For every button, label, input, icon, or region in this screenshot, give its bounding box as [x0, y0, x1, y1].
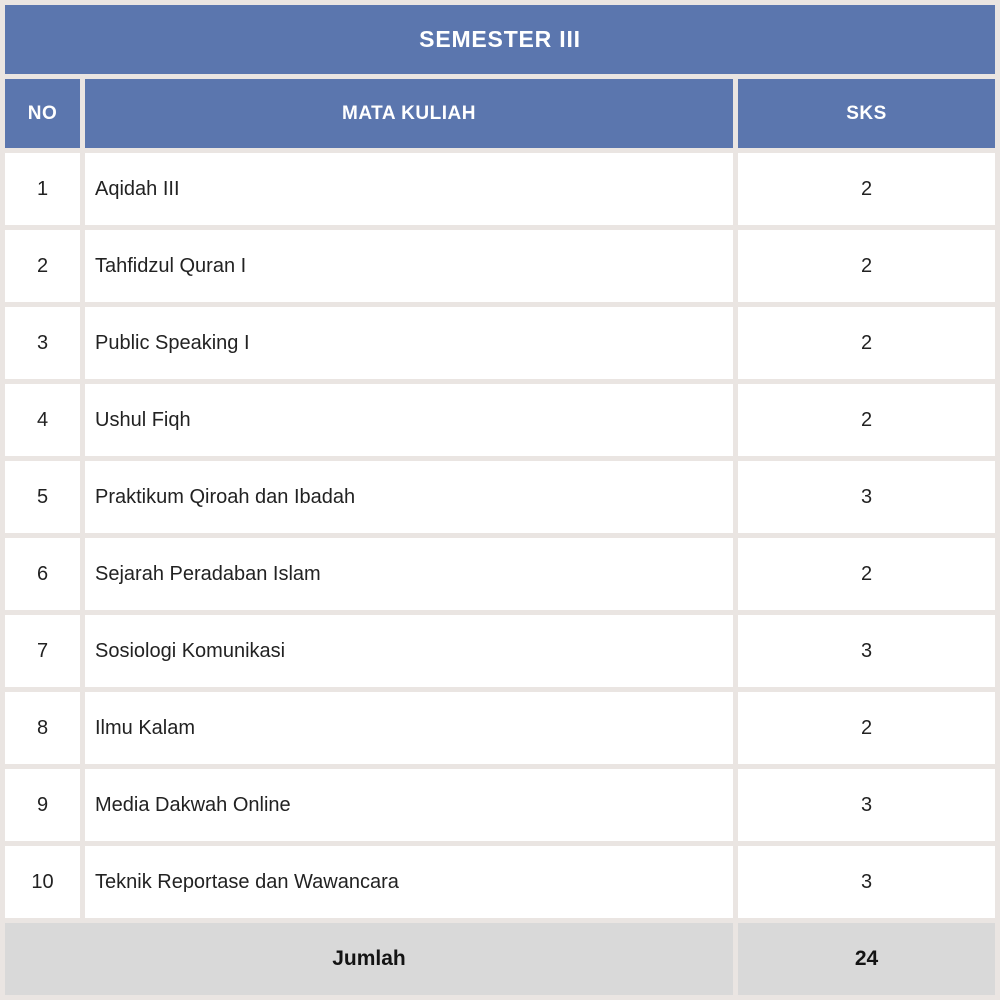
column-header-mata-kuliah: MATA KULIAH: [85, 79, 733, 148]
row-number: 2: [5, 230, 80, 302]
table-row: 4 Ushul Fiqh 2: [5, 384, 996, 456]
course-name: Aqidah III: [85, 153, 733, 225]
table-row: 5 Praktikum Qiroah dan Ibadah 3: [5, 461, 996, 533]
course-name: Ushul Fiqh: [85, 384, 733, 456]
course-name: Media Dakwah Online: [85, 769, 733, 841]
sks-value: 2: [738, 692, 996, 764]
row-number: 8: [5, 692, 80, 764]
row-number: 1: [5, 153, 80, 225]
column-header-row: NO MATA KULIAH SKS: [5, 79, 996, 148]
sks-value: 2: [738, 538, 996, 610]
row-number: 9: [5, 769, 80, 841]
total-sks-value: 24: [738, 923, 996, 995]
course-name: Ilmu Kalam: [85, 692, 733, 764]
sks-value: 2: [738, 384, 996, 456]
sks-value: 2: [738, 153, 996, 225]
row-number: 4: [5, 384, 80, 456]
sks-value: 3: [738, 615, 996, 687]
course-name: Public Speaking I: [85, 307, 733, 379]
course-name: Sosiologi Komunikasi: [85, 615, 733, 687]
sks-value: 2: [738, 307, 996, 379]
total-label: Jumlah: [5, 923, 733, 995]
column-header-sks: SKS: [738, 79, 996, 148]
sks-value: 2: [738, 230, 996, 302]
table-row: 10 Teknik Reportase dan Wawancara 3: [5, 846, 996, 918]
course-name: Tahfidzul Quran I: [85, 230, 733, 302]
sks-value: 3: [738, 769, 996, 841]
column-header-no: NO: [5, 79, 80, 148]
course-name: Sejarah Peradaban Islam: [85, 538, 733, 610]
row-number: 10: [5, 846, 80, 918]
row-number: 7: [5, 615, 80, 687]
row-number: 3: [5, 307, 80, 379]
table-row: 7 Sosiologi Komunikasi 3: [5, 615, 996, 687]
course-name: Teknik Reportase dan Wawancara: [85, 846, 733, 918]
sks-value: 3: [738, 846, 996, 918]
row-number: 6: [5, 538, 80, 610]
course-name: Praktikum Qiroah dan Ibadah: [85, 461, 733, 533]
sks-value: 3: [738, 461, 996, 533]
table-title: SEMESTER III: [5, 5, 996, 74]
table-row: 1 Aqidah III 2: [5, 153, 996, 225]
title-row: SEMESTER III: [5, 5, 996, 74]
table-row: 9 Media Dakwah Online 3: [5, 769, 996, 841]
row-number: 5: [5, 461, 80, 533]
table-body: 1 Aqidah III 2 2 Tahfidzul Quran I 2 3 Public S…: [5, 153, 996, 918]
total-row: Jumlah 24: [5, 923, 996, 995]
table-row: 8 Ilmu Kalam 2: [5, 692, 996, 764]
table-row: 6 Sejarah Peradaban Islam 2: [5, 538, 996, 610]
